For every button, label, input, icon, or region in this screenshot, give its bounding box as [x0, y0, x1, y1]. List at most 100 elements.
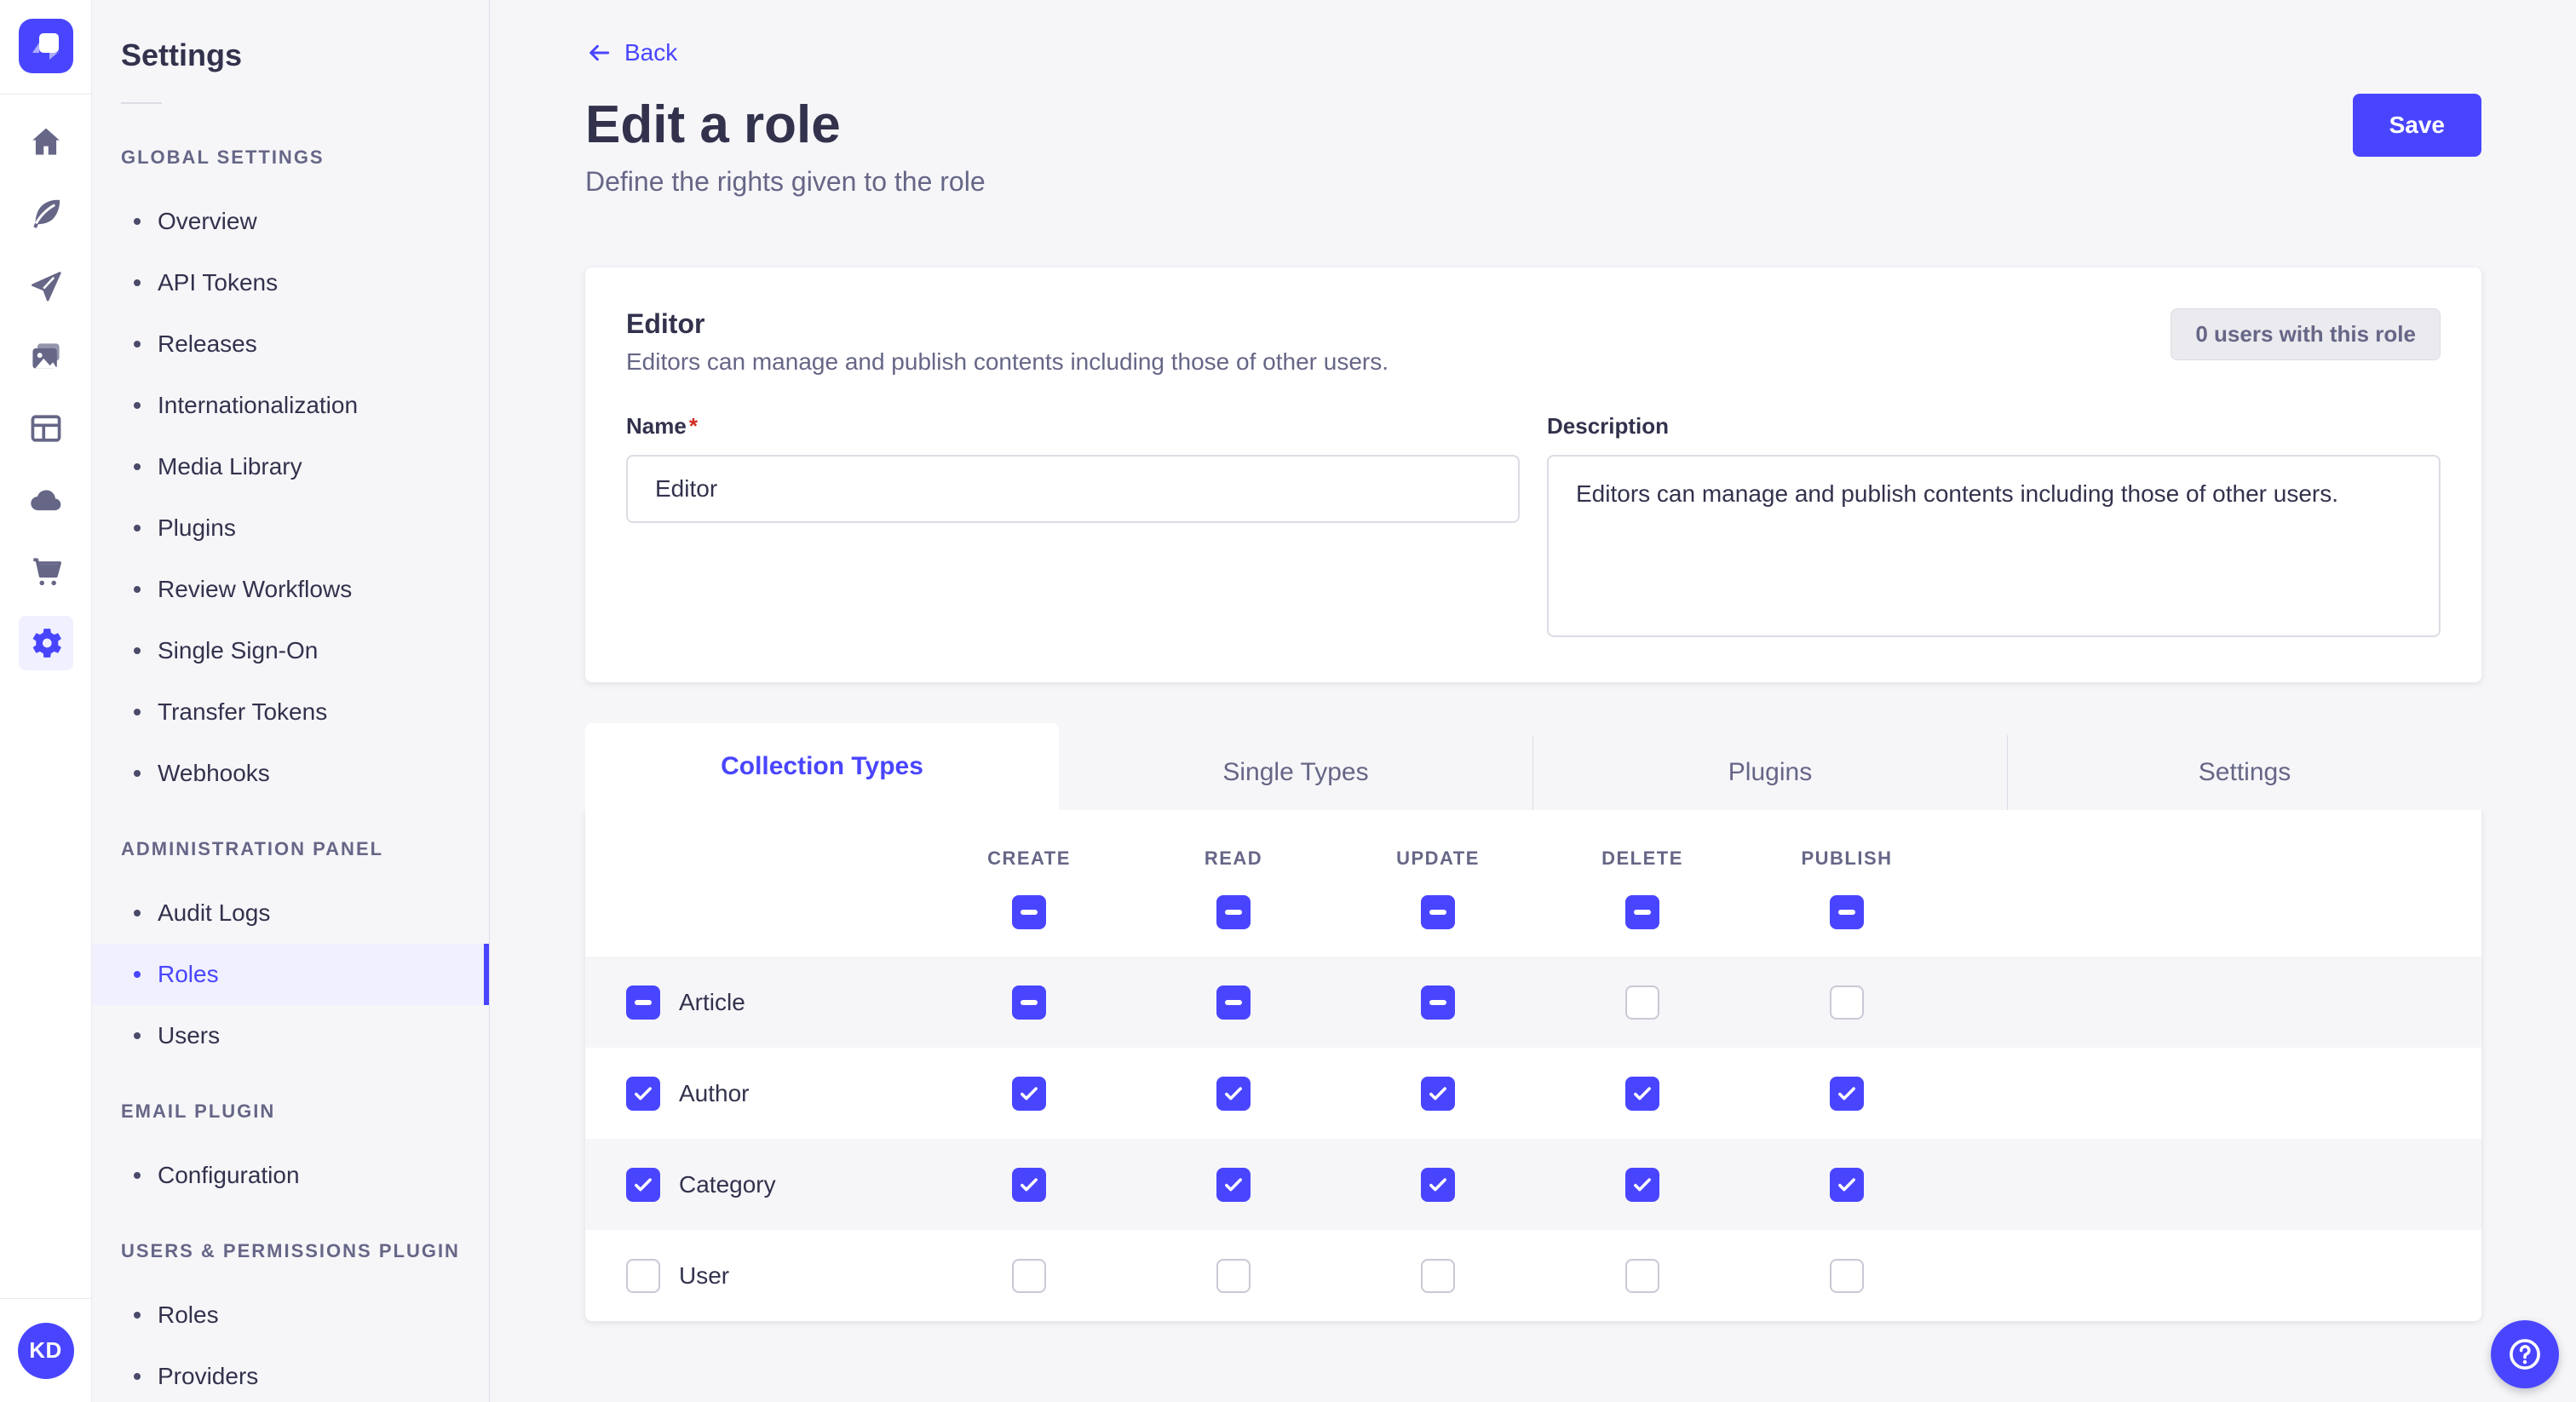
- author-update-checkbox[interactable]: [1421, 1076, 1455, 1111]
- article-create-checkbox[interactable]: [1012, 985, 1046, 1020]
- sidebar-item-review-workflows[interactable]: Review Workflows: [92, 559, 489, 620]
- select-all-read-checkbox[interactable]: [1216, 895, 1251, 929]
- sidebar-item-overview[interactable]: Overview: [92, 191, 489, 252]
- user-read-checkbox[interactable]: [1216, 1258, 1251, 1293]
- row-checkbox-author[interactable]: [626, 1076, 660, 1111]
- section-administration-panel: ADMINISTRATION PANEL: [121, 838, 384, 859]
- sidebar-item-roles-up[interactable]: Roles: [92, 1284, 489, 1346]
- user-publish-checkbox[interactable]: [1830, 1258, 1864, 1293]
- column-header-publish: Publish: [1801, 848, 1893, 869]
- role-description-text: Editors can manage and publish contents …: [626, 348, 1389, 375]
- name-field-group: Name *: [626, 413, 1520, 641]
- description-label: Description: [1547, 413, 1670, 439]
- sidebar-item-providers[interactable]: Providers: [92, 1346, 489, 1402]
- sidebar-item-roles[interactable]: Roles: [92, 944, 489, 1005]
- bullet-icon: [134, 1312, 141, 1319]
- sidebar-item-audit-logs[interactable]: Audit Logs: [92, 882, 489, 944]
- select-all-update-checkbox[interactable]: [1421, 895, 1455, 929]
- required-asterisk: *: [688, 413, 698, 439]
- sidebar-item-configuration[interactable]: Configuration: [92, 1145, 489, 1206]
- sidebar-item-transfer-tokens[interactable]: Transfer Tokens: [92, 681, 489, 743]
- page-title: Edit a role: [585, 95, 841, 154]
- permissions-card: Collection Types Single Types Plugins Se…: [585, 723, 2481, 1321]
- back-link[interactable]: Back: [585, 39, 677, 66]
- settings-gear-icon[interactable]: [18, 616, 73, 670]
- media-library-icon[interactable]: [19, 330, 73, 384]
- question-mark-icon: [2510, 1339, 2540, 1370]
- sidebar-item-users[interactable]: Users: [92, 1005, 489, 1066]
- article-delete-checkbox[interactable]: [1625, 985, 1659, 1020]
- role-details-card: Editor Editors can manage and publish co…: [585, 267, 2481, 682]
- select-all-publish-checkbox[interactable]: [1830, 895, 1864, 929]
- role-name-heading: Editor: [626, 308, 705, 339]
- column-header-update: Update: [1396, 848, 1480, 869]
- sidebar-item-releases[interactable]: Releases: [92, 313, 489, 375]
- tab-collection-types[interactable]: Collection Types: [585, 723, 1059, 810]
- logo-container: [0, 0, 91, 95]
- sidebar-item-internationalization[interactable]: Internationalization: [92, 375, 489, 436]
- select-all-delete-checkbox[interactable]: [1625, 895, 1659, 929]
- table-row-user: User: [585, 1230, 2481, 1321]
- name-input[interactable]: [626, 455, 1520, 523]
- table-row-article: Article: [585, 957, 2481, 1048]
- category-update-checkbox[interactable]: [1421, 1167, 1455, 1202]
- pages-layout-icon[interactable]: [19, 401, 73, 456]
- marketplace-cart-icon[interactable]: [19, 544, 73, 599]
- icon-rail: KD: [0, 0, 92, 1402]
- back-arrow-icon: [589, 44, 610, 61]
- column-header-delete: Delete: [1601, 848, 1683, 869]
- user-delete-checkbox[interactable]: [1625, 1258, 1659, 1293]
- rail-bottom: KD: [0, 1298, 91, 1402]
- category-create-checkbox[interactable]: [1012, 1167, 1046, 1202]
- row-checkbox-category[interactable]: [626, 1167, 660, 1202]
- release-paper-plane-icon[interactable]: [19, 258, 73, 313]
- select-all-create-checkbox[interactable]: [1012, 895, 1046, 929]
- page-subtitle: Define the rights given to the role: [585, 166, 986, 197]
- category-publish-checkbox[interactable]: [1830, 1167, 1864, 1202]
- row-checkbox-article[interactable]: [626, 985, 660, 1020]
- article-update-checkbox[interactable]: [1421, 985, 1455, 1020]
- author-read-checkbox[interactable]: [1216, 1076, 1251, 1111]
- description-textarea[interactable]: Editors can manage and publish contents …: [1547, 455, 2441, 637]
- cloud-icon[interactable]: [19, 473, 73, 527]
- table-row-author: Author: [585, 1048, 2481, 1139]
- table-row-category: Category: [585, 1139, 2481, 1230]
- article-publish-checkbox[interactable]: [1830, 985, 1864, 1020]
- sidebar-item-single-sign-on[interactable]: Single Sign-On: [92, 620, 489, 681]
- sidebar-item-media-library[interactable]: Media Library: [92, 436, 489, 497]
- content-manager-feather-icon[interactable]: [19, 187, 73, 241]
- row-checkbox-user[interactable]: [626, 1258, 660, 1293]
- category-delete-checkbox[interactable]: [1625, 1167, 1659, 1202]
- bullet-icon: [134, 586, 141, 593]
- permissions-column-headers: Create Read Update Delete Publish: [585, 810, 2481, 870]
- author-publish-checkbox[interactable]: [1830, 1076, 1864, 1111]
- tab-settings[interactable]: Settings: [2007, 735, 2481, 810]
- bullet-icon: [134, 770, 141, 777]
- section-email-plugin: EMAIL PLUGIN: [121, 1100, 276, 1122]
- sidebar-item-plugins[interactable]: Plugins: [92, 497, 489, 559]
- row-label: User: [679, 1261, 730, 1289]
- sidebar-divider: [121, 102, 162, 104]
- row-label: Category: [679, 1170, 776, 1198]
- settings-sidebar: Settings GLOBAL SETTINGS Overview API To…: [92, 0, 490, 1402]
- user-create-checkbox[interactable]: [1012, 1258, 1046, 1293]
- strapi-logo-icon[interactable]: [18, 19, 73, 73]
- sidebar-item-webhooks[interactable]: Webhooks: [92, 743, 489, 804]
- bullet-icon: [134, 971, 141, 978]
- article-read-checkbox[interactable]: [1216, 985, 1251, 1020]
- tab-plugins[interactable]: Plugins: [1532, 735, 2007, 810]
- permissions-table: Create Read Update Delete Publish Ar: [585, 810, 2481, 1321]
- help-button[interactable]: [2491, 1320, 2559, 1388]
- description-field-group: Description Editors can manage and publi…: [1547, 413, 2441, 641]
- home-icon[interactable]: [19, 115, 73, 170]
- category-read-checkbox[interactable]: [1216, 1167, 1251, 1202]
- author-delete-checkbox[interactable]: [1625, 1076, 1659, 1111]
- user-avatar[interactable]: KD: [17, 1322, 74, 1379]
- users-with-role-badge[interactable]: 0 users with this role: [2171, 308, 2441, 360]
- sidebar-item-api-tokens[interactable]: API Tokens: [92, 252, 489, 313]
- save-button[interactable]: Save: [2352, 94, 2481, 157]
- bullet-icon: [134, 1032, 141, 1039]
- user-update-checkbox[interactable]: [1421, 1258, 1455, 1293]
- tab-single-types[interactable]: Single Types: [1059, 735, 1532, 810]
- author-create-checkbox[interactable]: [1012, 1076, 1046, 1111]
